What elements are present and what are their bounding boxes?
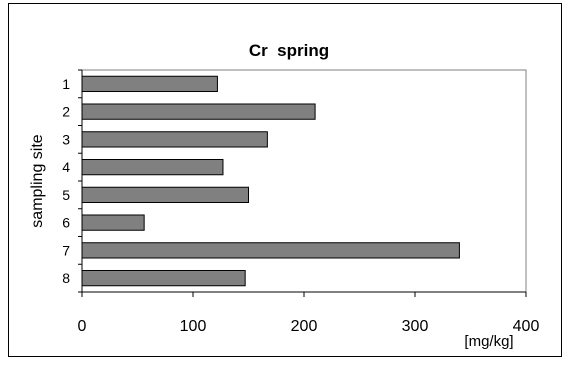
x-tick-label: 0 bbox=[78, 318, 87, 335]
plot-area bbox=[81, 69, 527, 293]
x-tick-label: 300 bbox=[402, 318, 429, 335]
y-tick-label: 3 bbox=[62, 131, 70, 147]
y-tick-label: 1 bbox=[62, 76, 70, 92]
bar-site-4 bbox=[81, 158, 224, 176]
bar-site-3 bbox=[81, 131, 268, 148]
chart-frame bbox=[8, 3, 562, 357]
x-ticks-group: 0 100 200 300 400 bbox=[78, 292, 540, 335]
bar-site-6 bbox=[81, 214, 145, 231]
y-tick-label: 4 bbox=[62, 159, 70, 175]
x-axis-title: [mg/kg] bbox=[464, 333, 513, 350]
y-tick-label: 7 bbox=[62, 242, 70, 258]
y-axis-title: sampling site bbox=[29, 134, 46, 227]
bar-site-2 bbox=[81, 103, 316, 120]
y-tick-label: 5 bbox=[62, 187, 70, 203]
y-tick-label: 8 bbox=[62, 270, 70, 286]
bar-site-1 bbox=[81, 75, 218, 93]
bar-site-8 bbox=[81, 269, 246, 287]
bars-group bbox=[81, 75, 460, 287]
bar-site-5 bbox=[81, 186, 249, 204]
y-tick-label: 2 bbox=[62, 104, 70, 120]
chart-title: Cr spring bbox=[249, 41, 329, 60]
x-tick-label: 400 bbox=[513, 318, 540, 335]
y-tick-label: 6 bbox=[62, 215, 70, 231]
bar-site-7 bbox=[81, 242, 460, 259]
x-tick-label: 200 bbox=[291, 318, 318, 335]
y-ticks-group: 1 2 3 4 5 6 7 8 bbox=[62, 69, 82, 293]
x-tick-label: 100 bbox=[180, 318, 207, 335]
